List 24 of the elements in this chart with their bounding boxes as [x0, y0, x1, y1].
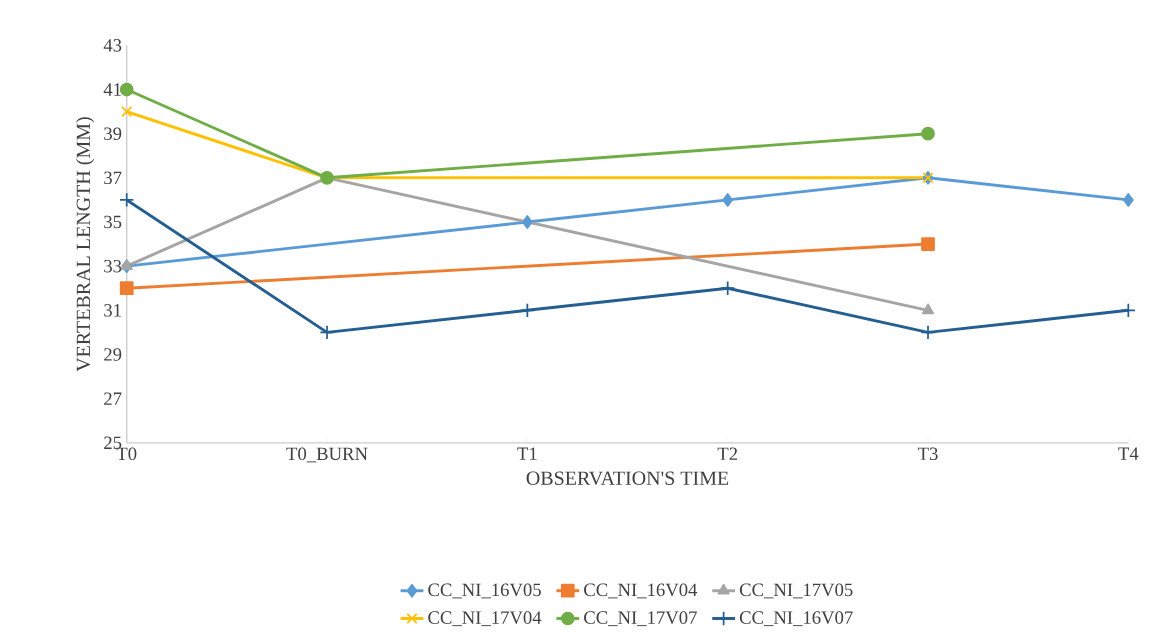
y-tick-label: 41	[103, 83, 121, 96]
y-tick-label: 37	[104, 171, 122, 185]
legend-label: CC_NI_17V04	[428, 611, 542, 627]
y-tick-label: 33	[104, 259, 122, 273]
y-tick-label: 39	[104, 127, 122, 140]
y-axis-title: VERTEBRAL LENGTH (MM)	[76, 117, 95, 372]
y-tick-label: 43	[103, 38, 122, 52]
y-tick-label: 31	[104, 303, 121, 317]
legend-label: CC_NI_16V04	[584, 583, 698, 599]
y-tick-label: 25	[104, 436, 122, 449]
x-tick-label: T0	[116, 447, 137, 461]
y-tick-label: 27	[104, 392, 122, 405]
x-tick-label: T4	[1118, 447, 1139, 460]
x-axis-title: OBSERVATION'S TIME	[526, 471, 729, 485]
y-tick-label: 29	[104, 348, 122, 361]
x-tick-label: T2	[717, 447, 738, 460]
x-tick-label: T1	[517, 447, 537, 460]
legend-label: CC_NI_16V07	[739, 611, 853, 627]
x-tick-label: T3	[917, 447, 938, 460]
legend-label: CC_NI_17V07	[584, 611, 697, 627]
x-tick-label: T0_BURN	[286, 447, 368, 463]
legend-label: CC_NI_16V05	[428, 583, 541, 599]
legend-label: CC_NI_17V05	[739, 583, 853, 599]
y-tick-label: 35	[104, 215, 122, 229]
